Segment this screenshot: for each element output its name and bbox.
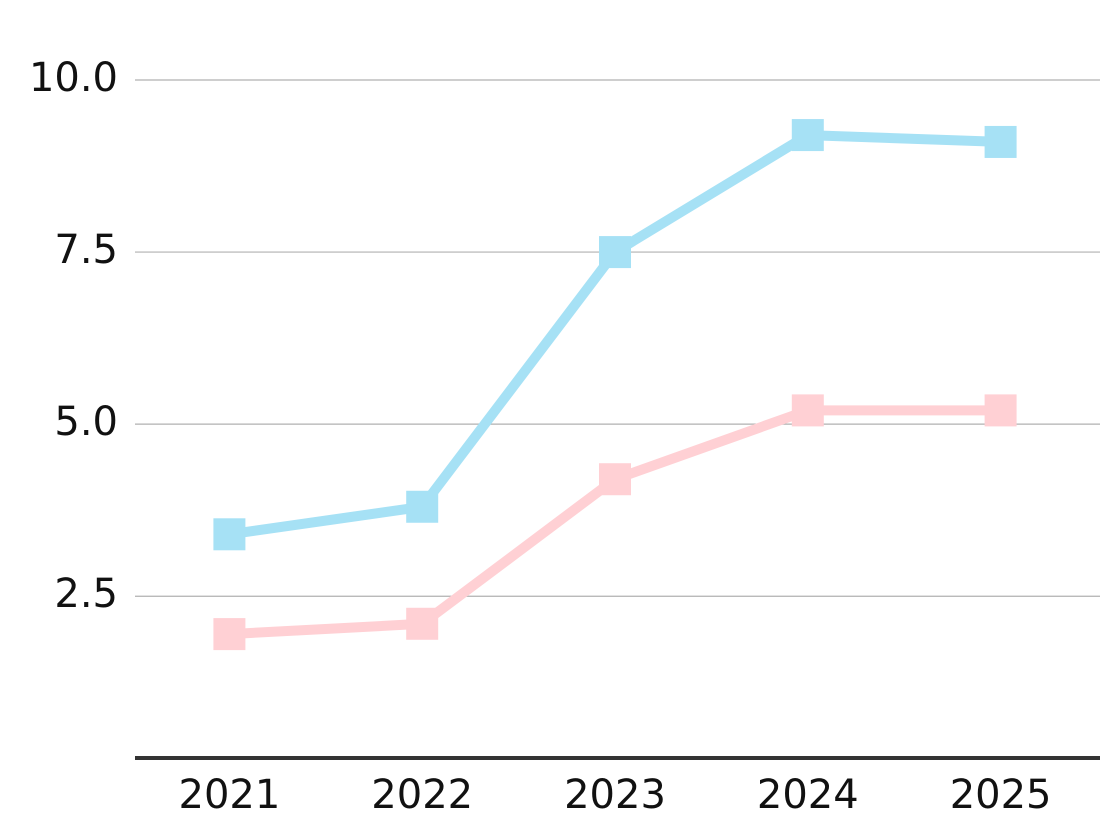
x-tick-label: 2022 <box>371 772 473 813</box>
grid <box>135 79 1100 597</box>
data-point <box>406 607 439 640</box>
data-point <box>213 518 246 551</box>
data-point <box>213 618 246 651</box>
x-tick-label: 2021 <box>179 772 281 813</box>
x-tick-label: 2024 <box>757 772 859 813</box>
data-point <box>791 119 824 152</box>
data-point <box>791 394 824 427</box>
y-tick-label: 7.5 <box>54 227 118 273</box>
data-point <box>984 125 1017 158</box>
data-point <box>984 394 1017 427</box>
data-point <box>406 490 439 523</box>
plot <box>213 119 1017 651</box>
y-tick-label: 2.5 <box>54 571 118 617</box>
y-tick-label: 10.0 <box>29 55 118 101</box>
x-tick-label: 2025 <box>950 772 1052 813</box>
data-point <box>599 463 631 496</box>
data-point <box>599 236 631 269</box>
x-tick-label: 2023 <box>564 772 666 813</box>
y-tick-label: 5.0 <box>54 399 118 445</box>
